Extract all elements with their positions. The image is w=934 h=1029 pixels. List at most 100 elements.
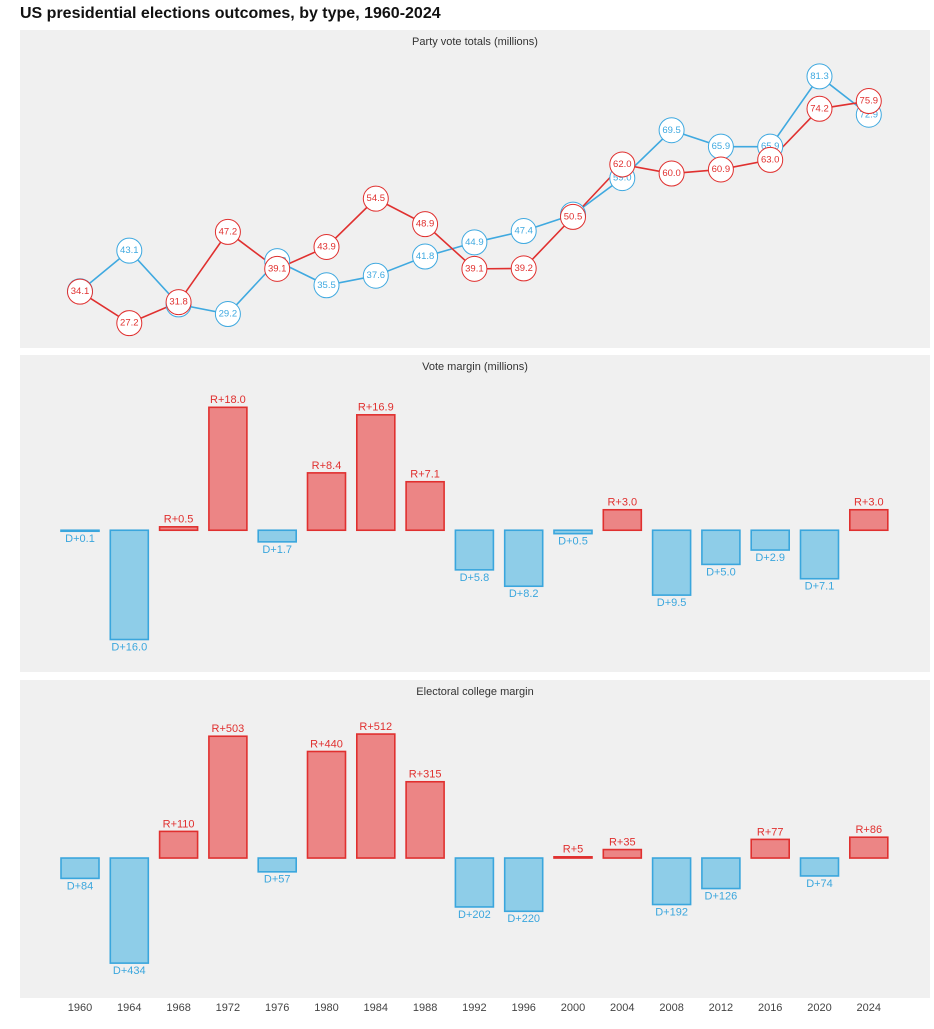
- data-label: 39.2: [514, 263, 533, 274]
- data-label: R+77: [757, 826, 784, 838]
- data-label: 65.9: [761, 141, 780, 152]
- data-label: 60.0: [662, 168, 681, 179]
- data-label: 74.2: [810, 103, 829, 114]
- x-tick-label: 2016: [758, 1002, 782, 1014]
- data-label: D+434: [113, 965, 146, 977]
- panel-background: [20, 680, 930, 998]
- bar: [553, 856, 593, 859]
- bar: [405, 780, 445, 859]
- point: [658, 160, 685, 187]
- data-label: R+3.0: [607, 497, 637, 509]
- bar: [701, 529, 741, 566]
- data-label: 31.8: [169, 297, 188, 308]
- data-label: 43.9: [317, 241, 336, 252]
- point: [412, 211, 439, 238]
- data-label: 65.9: [712, 141, 731, 152]
- data-label: D+220: [507, 913, 540, 925]
- bar: [602, 848, 643, 859]
- point: [264, 255, 291, 282]
- bar: [109, 857, 150, 964]
- data-label: D+16.0: [111, 641, 147, 653]
- bar: [848, 508, 889, 532]
- point: [609, 151, 636, 178]
- data-label: 72.9: [860, 109, 879, 120]
- bar: [701, 857, 741, 890]
- data-label: 35.5: [317, 280, 336, 291]
- x-tick-label: 1976: [265, 1002, 289, 1014]
- data-label: D+126: [705, 890, 738, 902]
- point: [757, 146, 784, 173]
- bar: [651, 529, 692, 596]
- x-tick-label: 1972: [216, 1002, 240, 1014]
- point: [214, 301, 241, 328]
- bar: [158, 526, 199, 532]
- data-label: D+0.1: [65, 533, 95, 545]
- data-label: 47.2: [219, 226, 238, 237]
- point: [707, 156, 734, 183]
- x-tick-label: 1996: [511, 1002, 535, 1014]
- bar: [651, 857, 692, 906]
- bar: [503, 857, 544, 913]
- data-label: R+18.0: [210, 394, 246, 406]
- data-label: 50.5: [564, 211, 583, 222]
- data-label: 81.3: [810, 71, 829, 82]
- data-label: R+5: [563, 844, 584, 856]
- bar: [454, 529, 495, 571]
- data-label: 63.0: [761, 154, 780, 165]
- data-label: D+2.9: [755, 552, 785, 564]
- x-tick-label: 1988: [413, 1002, 437, 1014]
- bar: [60, 857, 100, 880]
- point: [560, 203, 586, 230]
- data-label: 44.9: [465, 237, 484, 248]
- data-label: D+9.5: [657, 597, 687, 609]
- bar: [454, 857, 495, 908]
- data-label: 39.1: [268, 263, 287, 274]
- data-label: D+192: [655, 906, 688, 918]
- data-label: 59.0: [613, 173, 632, 184]
- bar: [553, 529, 593, 535]
- data-label: D+84: [67, 880, 94, 892]
- data-label: 75.9: [860, 96, 879, 107]
- data-label: D+5.0: [706, 566, 736, 578]
- bar: [799, 529, 840, 580]
- data-label: 37.6: [367, 270, 386, 281]
- x-tick-label: 2012: [709, 1002, 733, 1014]
- point: [362, 185, 389, 212]
- data-label: D+7.1: [805, 581, 835, 593]
- x-tick-label: 1964: [117, 1002, 141, 1014]
- bar: [848, 836, 889, 859]
- point: [510, 218, 537, 245]
- bar: [306, 472, 347, 532]
- data-label: R+440: [310, 738, 343, 750]
- x-tick-label: 2024: [857, 1002, 881, 1014]
- data-label: D+1.7: [262, 544, 292, 556]
- data-label: 29.2: [219, 309, 238, 320]
- point: [806, 95, 833, 122]
- data-label: 39.1: [465, 263, 484, 274]
- data-label: D+57: [264, 874, 291, 886]
- bar: [355, 414, 396, 532]
- x-tick-label: 1980: [314, 1002, 338, 1014]
- point: [461, 255, 488, 282]
- bar: [109, 529, 150, 641]
- point: [67, 278, 93, 305]
- data-label: 41.8: [416, 251, 435, 262]
- point: [806, 63, 833, 90]
- panel-title: Vote margin (millions): [422, 361, 528, 373]
- x-tick-label: 2020: [807, 1002, 831, 1014]
- data-label: D+5.8: [460, 572, 490, 584]
- bar: [208, 735, 248, 859]
- panel-title: Electoral college margin: [416, 686, 533, 698]
- data-label: R+0.5: [164, 514, 194, 526]
- bar: [257, 529, 298, 543]
- x-tick-label: 1984: [364, 1002, 388, 1014]
- data-label: R+315: [409, 769, 442, 781]
- x-tick-label: 2004: [610, 1002, 634, 1014]
- data-label: D+0.5: [558, 536, 588, 548]
- x-tick-label: 1960: [68, 1002, 92, 1014]
- point: [362, 262, 389, 289]
- x-tick-label: 2008: [659, 1002, 683, 1014]
- x-tick-label: 1968: [166, 1002, 190, 1014]
- point: [116, 237, 143, 264]
